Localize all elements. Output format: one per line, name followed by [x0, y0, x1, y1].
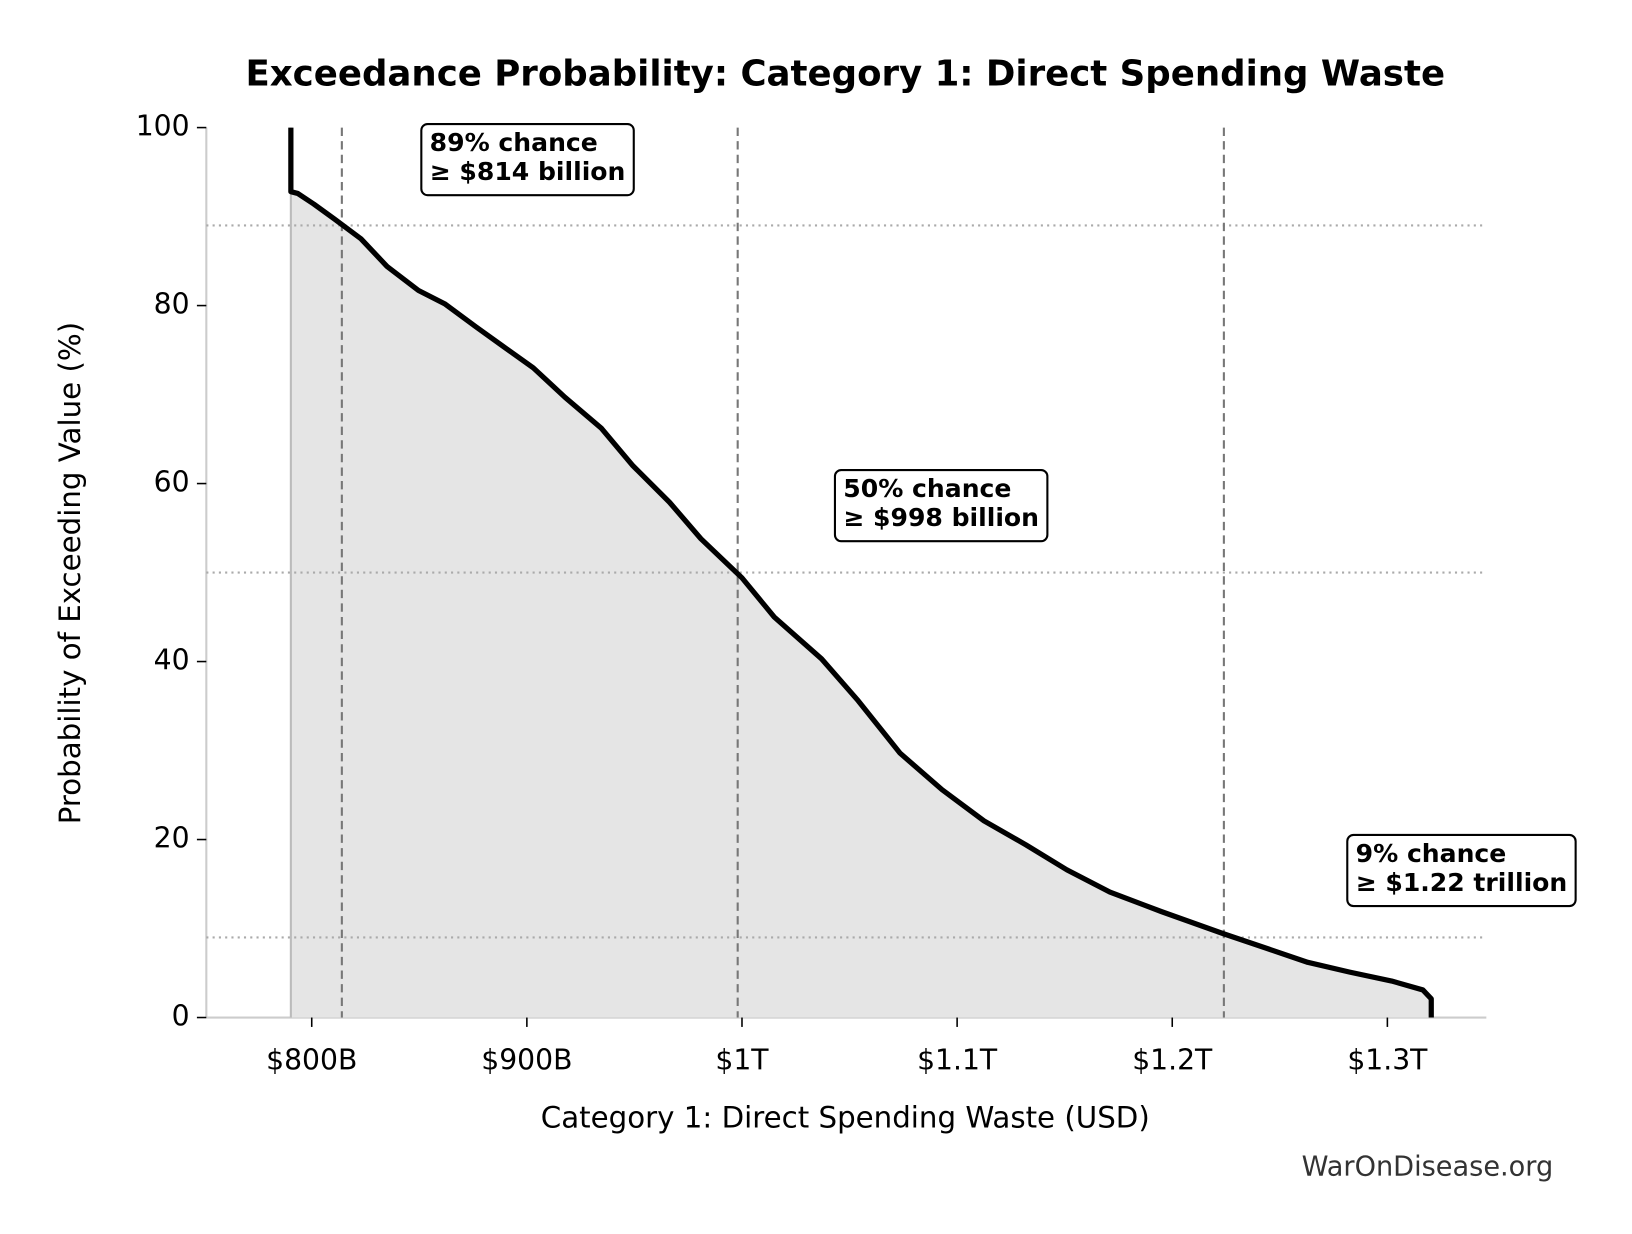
annotation-text: 89% chance: [430, 128, 598, 157]
y-axis-label: Probability of Exceeding Value (%): [53, 322, 87, 824]
y-tick-label: 0: [172, 1000, 190, 1033]
y-tick-label: 60: [154, 466, 190, 499]
annotation-box: [833, 469, 1049, 543]
x-tick-label: $1T: [715, 1043, 769, 1076]
x-tick-label: $1.3T: [1347, 1043, 1428, 1076]
y-tick-label: 40: [154, 644, 190, 677]
x-tick-label: $1.2T: [1132, 1043, 1213, 1076]
annotation-box: [1346, 833, 1577, 908]
annotation-box: [420, 122, 635, 197]
exceedance-line: [288, 127, 1434, 1018]
annotation: 50% chance≥ $998 billion: [833, 469, 1049, 543]
y-tick-label: 100: [136, 110, 190, 143]
annotation-text: ≥ $1.22 trillion: [1356, 868, 1568, 897]
annotation: 89% chance≥ $814 billion: [420, 122, 635, 197]
y-tick-label: 80: [154, 288, 190, 321]
y-tick-label: 20: [154, 822, 190, 855]
annotation-text: ≥ $814 billion: [430, 157, 626, 186]
annotation-text: ≥ $998 billion: [843, 503, 1039, 532]
source-credit: WarOnDisease.org: [1302, 1152, 1554, 1183]
x-tick-label: $900B: [481, 1043, 572, 1076]
annotation-text: 50% chance: [843, 474, 1011, 503]
annotation-text: 9% chance: [1356, 839, 1507, 868]
x-tick-label: $800B: [266, 1043, 357, 1076]
annotation: 9% chance≥ $1.22 trillion: [1346, 833, 1577, 908]
chart-title: Exceedance Probability: Category 1: Dire…: [245, 53, 1445, 94]
area-fill: [290, 127, 1432, 1018]
x-axis-label: Category 1: Direct Spending Waste (USD): [541, 1100, 1150, 1134]
x-tick-label: $1.1T: [917, 1043, 998, 1076]
